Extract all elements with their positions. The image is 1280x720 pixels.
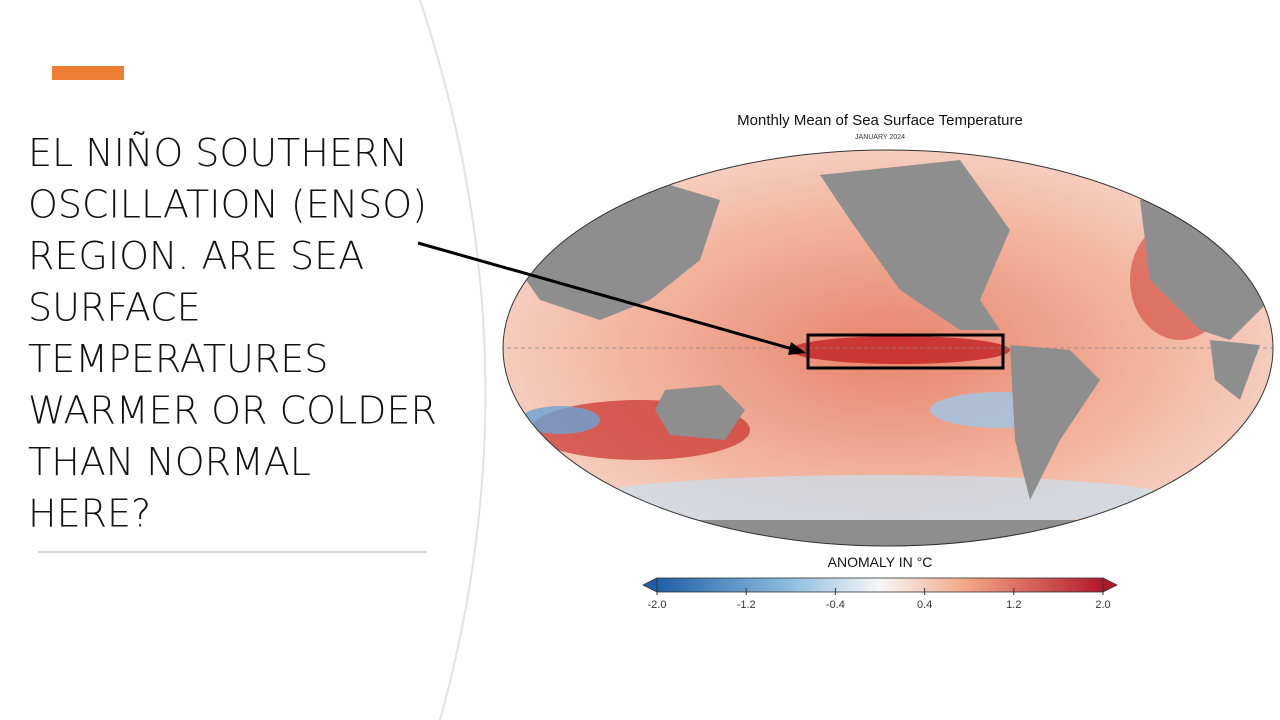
title-line: THAN NORMAL [28,440,311,484]
title-line: HERE? [28,492,151,536]
colorbar-ticks: -2.0 -1.2 -0.4 0.4 1.2 2.0 [648,588,1111,611]
tick-label: 0.4 [917,599,932,611]
map-title: Monthly Mean of Sea Surface Temperature [737,112,1023,129]
slide-title: EL NIÑO SOUTHERN OSCILLATION (ENSO) REGION… [28,131,437,536]
tick-label: 1.2 [1006,599,1021,611]
tick-label: 2.0 [1095,599,1110,611]
map [503,150,1273,546]
title-line: REGION. ARE SEA [28,234,364,278]
tick-label: -0.4 [826,599,845,611]
map-border [502,149,1274,547]
title-line: OSCILLATION (ENSO) [28,183,427,227]
panel-edge [419,0,487,720]
enso-box [806,333,1005,370]
accent-bar [52,66,124,80]
arrow [417,241,797,352]
title-line: EL NIÑO SOUTHERN [28,131,408,175]
map-subtitle: JANUARY 2024 [855,134,905,141]
colorbar-label: ANOMALY IN °C [828,554,933,570]
tick-label: -1.2 [737,599,756,611]
colorbar [656,577,1104,593]
tick-label: -2.0 [648,599,667,611]
arrow-head [788,342,806,355]
title-line: SURFACE [28,286,201,330]
title-line: TEMPERATURES [28,337,328,381]
colorbar-extend-low [642,577,658,593]
colorbar-extend-high [1102,577,1118,593]
title-line: WARMER OR COLDER [28,389,437,433]
